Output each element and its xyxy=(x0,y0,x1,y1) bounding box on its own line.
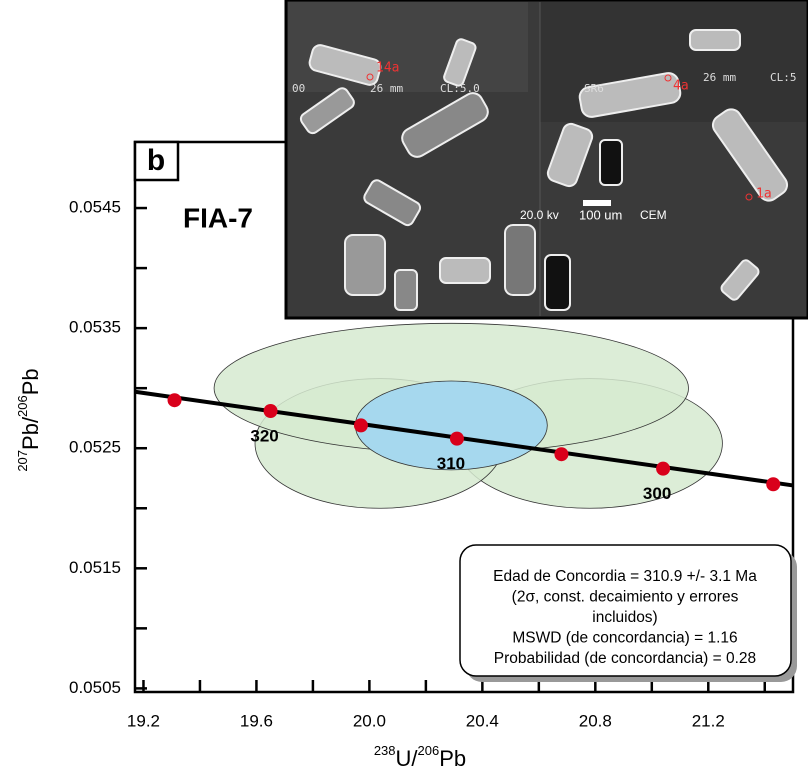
result-line: Probabilidad (de concordancia) = 0.28 xyxy=(494,650,756,667)
sample-name: FIA-7 xyxy=(183,202,253,233)
spot-label: 4a xyxy=(673,79,689,94)
inset-text: CL:5.0 xyxy=(440,82,480,95)
y-tick-label: 0.0535 xyxy=(69,318,121,337)
y-tick-label: 0.0545 xyxy=(69,198,121,217)
age-point xyxy=(554,447,568,461)
age-label: 300 xyxy=(643,484,671,503)
age-label: 320 xyxy=(250,426,278,445)
age-label: 310 xyxy=(437,454,465,473)
x-tick-label: 20.8 xyxy=(579,711,612,730)
spot-label: 14a xyxy=(376,61,399,76)
inset-text: CEM xyxy=(640,208,667,222)
y-axis-label: 207Pb/206Pb xyxy=(15,368,42,471)
result-line: (2σ, const. decaimiento y errores xyxy=(512,589,739,606)
result-line: MSWD (de concordancia) = 1.16 xyxy=(512,630,737,647)
result-line: incluidos) xyxy=(592,609,657,626)
age-point xyxy=(168,393,182,407)
y-tick-label: 0.0515 xyxy=(69,558,121,577)
cl-image-inset: 14a 4a 1a 00 26 mm CL:5.0 SR6 26 mm CL:5… xyxy=(286,0,808,318)
inset-text: 26 mm xyxy=(370,82,403,95)
x-tick-label: 20.0 xyxy=(353,711,386,730)
inset-text: 00 xyxy=(292,82,305,95)
inset-text: 26 mm xyxy=(703,71,736,84)
x-tick-label: 20.4 xyxy=(466,711,499,730)
y-tick-label: 0.0505 xyxy=(69,678,121,697)
age-point xyxy=(354,418,368,432)
panel-label: b xyxy=(147,144,165,177)
scale-bar xyxy=(583,200,611,206)
age-point xyxy=(450,432,464,446)
inset-text: 20.0 kv xyxy=(520,208,559,222)
y-tick-label: 0.0525 xyxy=(69,438,121,457)
inset-text: 100 um xyxy=(579,207,622,222)
x-tick-label: 19.6 xyxy=(240,711,273,730)
inset-text: CL:5 xyxy=(770,71,797,84)
x-axis-label: 238U/206Pb xyxy=(374,743,466,770)
x-tick-label: 19.2 xyxy=(127,711,160,730)
result-line: Edad de Concordia = 310.9 +/- 3.1 Ma xyxy=(493,568,757,585)
inset-text: SR6 xyxy=(584,82,604,95)
x-tick-label: 21.2 xyxy=(692,711,725,730)
age-point xyxy=(656,462,670,476)
age-point xyxy=(264,404,278,418)
chart: 0.0505 0.0515 0.0525 0.0535 0.0545 19.2 19.6 20… xyxy=(0,0,808,777)
spot-label: 1a xyxy=(756,187,772,202)
age-point xyxy=(766,477,780,491)
